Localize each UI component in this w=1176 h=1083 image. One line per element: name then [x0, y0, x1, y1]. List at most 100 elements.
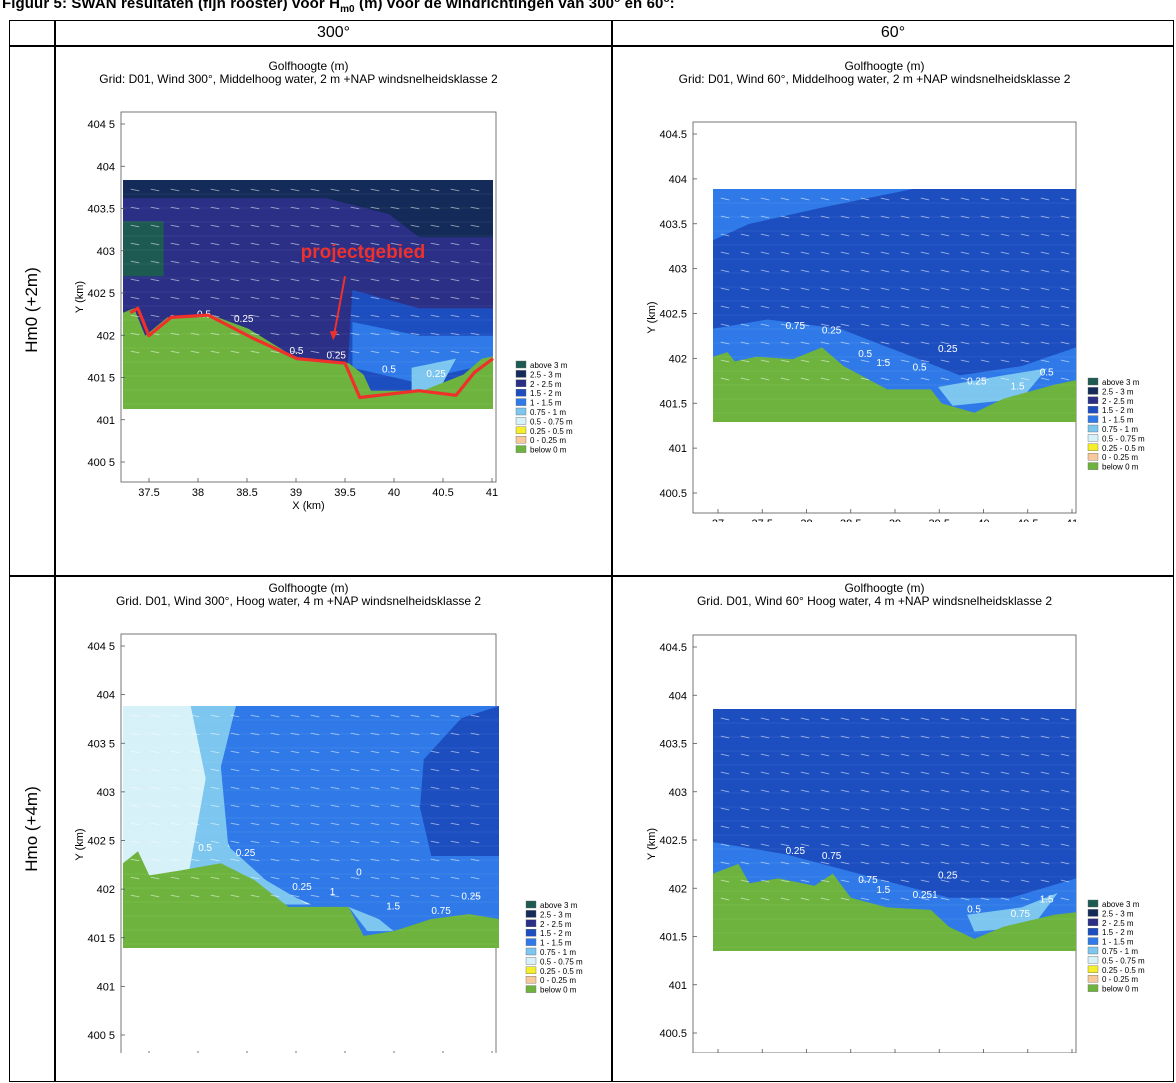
- contour-label: 0.25: [327, 351, 347, 362]
- wind-vector: [900, 789, 910, 793]
- wind-vector: [210, 786, 220, 790]
- wind-vector: [980, 197, 990, 201]
- wind-vector: [980, 861, 990, 865]
- wind-vector: [900, 251, 910, 255]
- wind-vector: [720, 879, 730, 883]
- wind-vector: [310, 768, 320, 772]
- wind-vector: [170, 804, 180, 808]
- legend-swatch: [515, 389, 527, 397]
- wind-vector: [290, 278, 300, 282]
- wind-vector: [1020, 843, 1030, 847]
- chart-title: Golfhoogte (m): [268, 581, 348, 595]
- wind-vector: [190, 732, 200, 736]
- wind-vector: [330, 768, 340, 772]
- figure-table: [9, 20, 1174, 1082]
- wind-vector: [1060, 861, 1070, 865]
- contour-label: 0.25: [938, 344, 958, 355]
- wind-vector: [1060, 377, 1070, 381]
- wind-vector: [150, 840, 160, 844]
- wind-vector: [430, 260, 440, 264]
- wind-vector: [740, 789, 750, 793]
- wind-vector: [800, 771, 810, 775]
- region-0-75-1-m: [411, 358, 456, 393]
- wind-vector: [820, 341, 830, 345]
- wind-vector: [820, 897, 830, 901]
- wind-vector: [470, 876, 480, 880]
- wind-vector: [720, 269, 730, 273]
- legend-swatch: [1087, 415, 1099, 423]
- wind-vector: [390, 314, 400, 318]
- contour-label: 0.5: [913, 363, 927, 374]
- wind-vector: [880, 215, 890, 219]
- y-tick-label: 402 5: [87, 836, 115, 848]
- chart-title: Golfhoogte (m): [844, 581, 924, 595]
- column-header-300: 300°: [316, 24, 351, 41]
- wind-vector: [740, 843, 750, 847]
- wind-vector: [210, 876, 220, 880]
- wind-vector: [840, 287, 850, 291]
- wind-vector: [390, 332, 400, 336]
- wind-vector: [470, 350, 480, 354]
- wind-vector: [1000, 825, 1010, 829]
- contour-label: 1.5: [1040, 895, 1054, 906]
- x-tick-label: 38: [192, 487, 204, 499]
- wind-vector: [350, 332, 360, 336]
- wind-vector: [150, 224, 160, 228]
- wind-vector: [350, 224, 360, 228]
- wind-vector: [150, 206, 160, 210]
- wind-vector: [1020, 233, 1030, 237]
- legend-label: 0.75 - 1 m: [540, 948, 576, 957]
- legend-label: 0.5 - 0.75 m: [1102, 434, 1145, 443]
- wind-vector: [130, 350, 140, 354]
- x-tick-label: 37: [712, 518, 724, 522]
- wind-vector: [210, 260, 220, 264]
- wind-vector: [450, 750, 460, 754]
- wind-vector: [330, 296, 340, 300]
- wind-vector: [900, 359, 910, 363]
- wind-vector: [720, 735, 730, 739]
- wind-vector: [330, 840, 340, 844]
- legend-swatch: [525, 929, 537, 937]
- x-tick-label: 39.5: [929, 518, 950, 522]
- wind-vector: [1020, 825, 1030, 829]
- wind-vector: [760, 197, 770, 201]
- wind-vector: [900, 305, 910, 309]
- wind-vector: [1060, 251, 1070, 255]
- wind-vector: [1040, 377, 1050, 381]
- wind-vector: [860, 377, 870, 381]
- wind-vector: [170, 714, 180, 718]
- wind-vector: [920, 825, 930, 829]
- legend-label: 1 - 1.5 m: [1102, 938, 1134, 947]
- wind-vector: [470, 314, 480, 318]
- legend-label: 2 - 2.5 m: [540, 920, 572, 929]
- wind-vector: [210, 858, 220, 862]
- wind-vector: [980, 807, 990, 811]
- wind-vector: [980, 377, 990, 381]
- y-axis-label: Y (km): [74, 281, 86, 313]
- wind-vector: [860, 861, 870, 865]
- wind-vector: [130, 822, 140, 826]
- wind-vector: [1040, 717, 1050, 721]
- wind-vector: [740, 861, 750, 865]
- wind-vector: [470, 858, 480, 862]
- wind-vector: [960, 287, 970, 291]
- x-tick-label: 39.5: [334, 487, 355, 499]
- wind-vector: [1060, 789, 1070, 793]
- legend-label: below 0 m: [540, 986, 577, 995]
- wind-vector: [840, 269, 850, 273]
- wind-vector: [920, 359, 930, 363]
- wind-vector: [780, 717, 790, 721]
- x-tick-label: 41: [486, 487, 498, 499]
- wind-vector: [720, 825, 730, 829]
- wind-vector: [840, 323, 850, 327]
- wind-vector: [190, 804, 200, 808]
- legend-label: 0 - 0.25 m: [540, 976, 576, 985]
- wind-vector: [780, 897, 790, 901]
- wind-vector: [960, 807, 970, 811]
- wind-vector: [820, 843, 830, 847]
- wind-vector: [430, 242, 440, 246]
- wind-vector: [820, 789, 830, 793]
- wind-vector: [1000, 287, 1010, 291]
- wind-vector: [130, 768, 140, 772]
- legend-swatch: [525, 957, 537, 965]
